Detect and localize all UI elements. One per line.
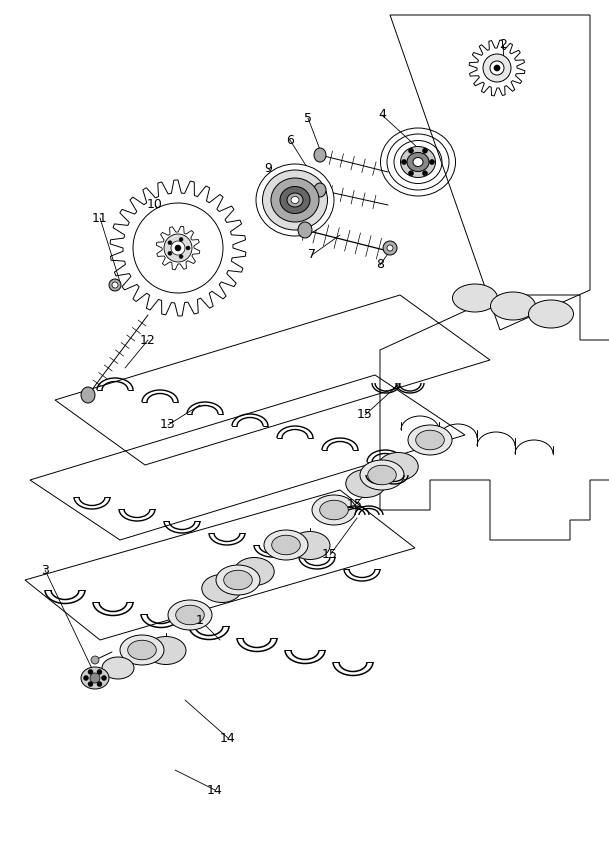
- Ellipse shape: [378, 452, 418, 481]
- Circle shape: [494, 65, 500, 71]
- Ellipse shape: [314, 183, 326, 197]
- Ellipse shape: [264, 530, 308, 560]
- Circle shape: [133, 203, 223, 293]
- Text: 4: 4: [378, 109, 386, 122]
- Circle shape: [88, 670, 93, 675]
- Ellipse shape: [102, 657, 134, 679]
- Ellipse shape: [290, 532, 330, 559]
- Ellipse shape: [256, 164, 334, 236]
- Ellipse shape: [271, 178, 319, 222]
- Text: 14: 14: [207, 784, 223, 797]
- Ellipse shape: [216, 565, 260, 595]
- Text: 10: 10: [147, 198, 163, 211]
- Text: 15: 15: [347, 499, 363, 512]
- Circle shape: [401, 160, 406, 165]
- Ellipse shape: [291, 197, 299, 204]
- Ellipse shape: [224, 570, 252, 589]
- Ellipse shape: [529, 300, 574, 328]
- Circle shape: [102, 676, 107, 681]
- Circle shape: [83, 676, 88, 681]
- Ellipse shape: [280, 186, 310, 213]
- Circle shape: [383, 241, 397, 255]
- Circle shape: [409, 148, 414, 154]
- Ellipse shape: [287, 193, 303, 207]
- Text: 13: 13: [160, 419, 176, 432]
- Text: 8: 8: [376, 259, 384, 272]
- Ellipse shape: [320, 501, 348, 520]
- Circle shape: [97, 670, 102, 675]
- Text: 6: 6: [286, 134, 294, 147]
- Ellipse shape: [490, 292, 535, 320]
- Text: 15: 15: [357, 408, 373, 421]
- Circle shape: [429, 160, 434, 165]
- Ellipse shape: [452, 284, 498, 312]
- Ellipse shape: [298, 222, 312, 238]
- Ellipse shape: [81, 667, 109, 689]
- Circle shape: [88, 682, 93, 687]
- Circle shape: [90, 673, 100, 683]
- Ellipse shape: [120, 635, 164, 665]
- Ellipse shape: [407, 153, 429, 172]
- Ellipse shape: [262, 170, 328, 230]
- Circle shape: [164, 234, 192, 262]
- Ellipse shape: [416, 431, 445, 450]
- Circle shape: [483, 54, 511, 82]
- Ellipse shape: [128, 640, 157, 659]
- Ellipse shape: [314, 148, 326, 162]
- Ellipse shape: [176, 605, 204, 625]
- Ellipse shape: [168, 600, 212, 630]
- Ellipse shape: [234, 557, 274, 585]
- Text: 1: 1: [196, 614, 204, 627]
- Ellipse shape: [146, 637, 186, 665]
- Circle shape: [171, 241, 185, 255]
- Ellipse shape: [401, 147, 435, 178]
- Text: 3: 3: [41, 564, 49, 576]
- Ellipse shape: [81, 387, 95, 403]
- Text: 7: 7: [308, 249, 316, 261]
- Ellipse shape: [368, 465, 396, 485]
- Circle shape: [168, 251, 172, 255]
- Circle shape: [179, 237, 183, 242]
- Circle shape: [109, 279, 121, 291]
- Circle shape: [423, 148, 428, 154]
- Circle shape: [423, 171, 428, 176]
- Text: 15: 15: [322, 549, 338, 562]
- Ellipse shape: [413, 158, 423, 167]
- Text: 14: 14: [220, 732, 236, 745]
- Circle shape: [97, 682, 102, 687]
- Circle shape: [409, 171, 414, 176]
- Text: 9: 9: [264, 161, 272, 174]
- Ellipse shape: [312, 495, 356, 525]
- Text: 2: 2: [499, 39, 507, 52]
- Ellipse shape: [360, 460, 404, 490]
- Text: 5: 5: [304, 111, 312, 124]
- Circle shape: [91, 656, 99, 664]
- Circle shape: [175, 245, 181, 251]
- Circle shape: [186, 246, 190, 250]
- Text: 11: 11: [92, 211, 108, 224]
- Ellipse shape: [202, 575, 242, 602]
- Circle shape: [112, 282, 118, 288]
- Ellipse shape: [346, 469, 385, 497]
- Circle shape: [387, 245, 393, 251]
- Text: 12: 12: [140, 333, 156, 347]
- Circle shape: [168, 241, 172, 245]
- Circle shape: [179, 255, 183, 259]
- Ellipse shape: [408, 425, 452, 455]
- Circle shape: [490, 61, 504, 75]
- Ellipse shape: [272, 535, 300, 555]
